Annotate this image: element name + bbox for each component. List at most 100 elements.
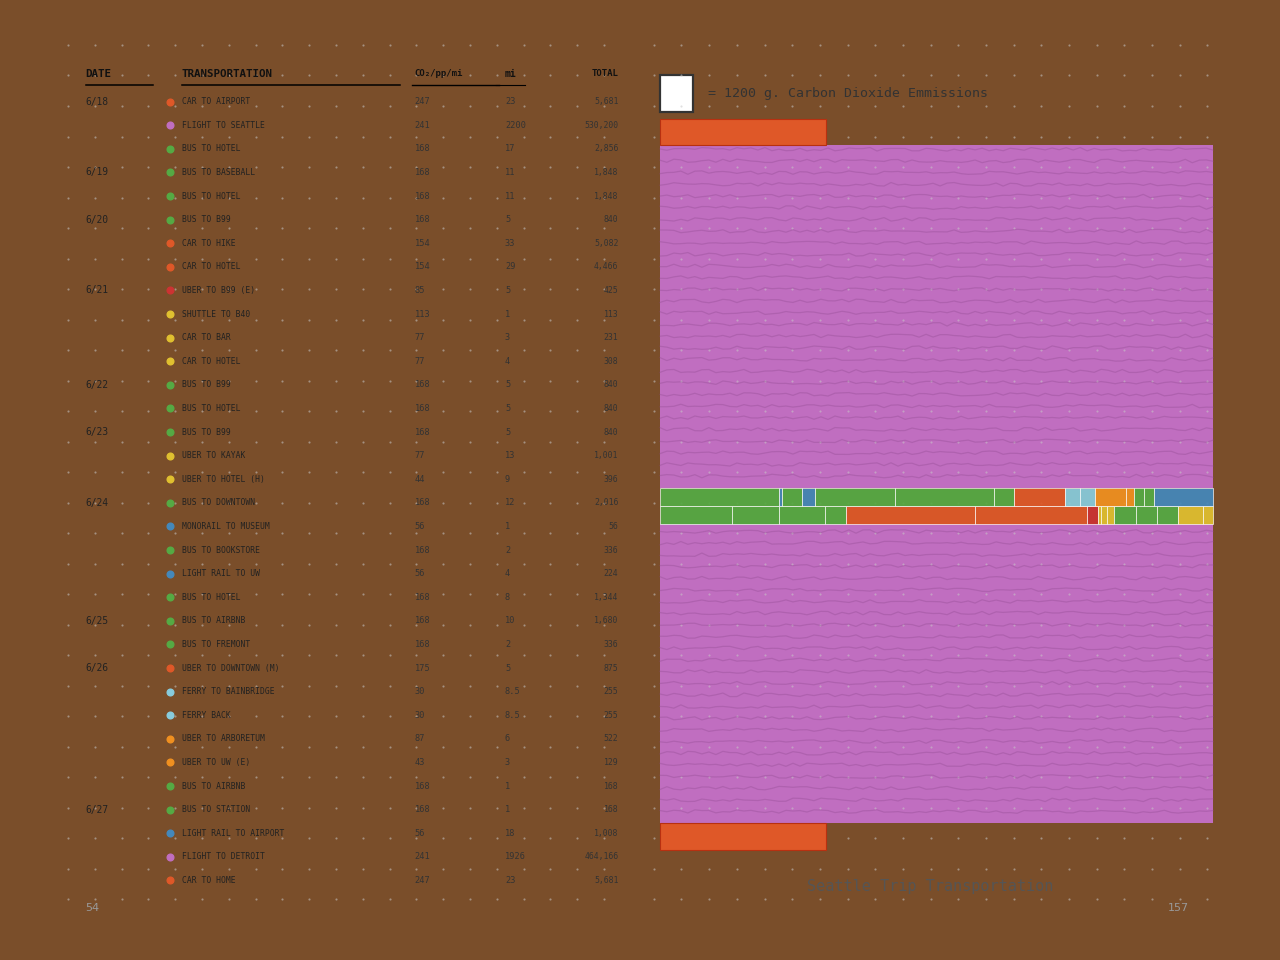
Text: BUS TO HOTEL: BUS TO HOTEL bbox=[182, 592, 241, 602]
Text: 6/23: 6/23 bbox=[86, 427, 109, 437]
Bar bbox=[895, 488, 993, 506]
Text: 840: 840 bbox=[604, 404, 618, 413]
Text: MONORAIL TO MUSEUM: MONORAIL TO MUSEUM bbox=[182, 522, 269, 531]
Bar bbox=[732, 506, 778, 523]
Text: 11: 11 bbox=[504, 168, 516, 177]
Text: 255: 255 bbox=[604, 710, 618, 720]
Bar bbox=[1178, 506, 1203, 523]
Text: 6/21: 6/21 bbox=[86, 285, 109, 296]
Text: TOTAL: TOTAL bbox=[591, 69, 618, 78]
Text: 30: 30 bbox=[415, 710, 425, 720]
Text: BUS TO HOTEL: BUS TO HOTEL bbox=[182, 404, 241, 413]
Bar bbox=[1157, 506, 1178, 523]
Text: 1: 1 bbox=[504, 781, 511, 791]
Text: 77: 77 bbox=[415, 357, 425, 366]
Bar bbox=[1135, 506, 1157, 523]
Bar bbox=[1014, 488, 1065, 506]
Text: 6/25: 6/25 bbox=[86, 616, 109, 626]
Text: 425: 425 bbox=[604, 286, 618, 295]
Text: 87: 87 bbox=[415, 734, 425, 743]
Text: 5: 5 bbox=[504, 286, 511, 295]
Text: 522: 522 bbox=[604, 734, 618, 743]
Text: 3: 3 bbox=[504, 333, 511, 342]
Text: 168: 168 bbox=[415, 215, 430, 224]
Text: 56: 56 bbox=[415, 569, 425, 578]
Bar bbox=[1107, 506, 1115, 523]
Text: 8: 8 bbox=[504, 592, 511, 602]
Text: UBER TO HOTEL (H): UBER TO HOTEL (H) bbox=[182, 475, 265, 484]
Text: CAR TO HOTEL: CAR TO HOTEL bbox=[182, 262, 241, 272]
Text: 168: 168 bbox=[415, 192, 430, 201]
Text: BUS TO BASEBALL: BUS TO BASEBALL bbox=[182, 168, 255, 177]
Text: 56: 56 bbox=[609, 522, 618, 531]
Text: UBER TO KAYAK: UBER TO KAYAK bbox=[182, 451, 244, 460]
Text: UBER TO DOWNTOWN (M): UBER TO DOWNTOWN (M) bbox=[182, 663, 279, 673]
Text: BUS TO STATION: BUS TO STATION bbox=[182, 805, 250, 814]
Text: 4: 4 bbox=[504, 569, 511, 578]
Text: FLIGHT TO SEATTLE: FLIGHT TO SEATTLE bbox=[182, 121, 265, 130]
Text: 231: 231 bbox=[604, 333, 618, 342]
Text: 168: 168 bbox=[604, 781, 618, 791]
Text: 5: 5 bbox=[504, 380, 511, 390]
Text: 56: 56 bbox=[415, 522, 425, 531]
Text: 2,016: 2,016 bbox=[594, 498, 618, 508]
Text: 6/26: 6/26 bbox=[86, 663, 109, 673]
Text: 6/22: 6/22 bbox=[86, 380, 109, 390]
Text: 5,082: 5,082 bbox=[594, 239, 618, 248]
Text: 168: 168 bbox=[415, 168, 430, 177]
Text: 85: 85 bbox=[415, 286, 425, 295]
Text: Seattle Trip Transportation: Seattle Trip Transportation bbox=[808, 878, 1053, 894]
Text: BUS TO DOWNTOWN: BUS TO DOWNTOWN bbox=[182, 498, 255, 508]
Text: 5,681: 5,681 bbox=[594, 97, 618, 107]
Bar bbox=[1087, 506, 1098, 523]
Text: CAR TO BAR: CAR TO BAR bbox=[182, 333, 230, 342]
Text: 77: 77 bbox=[415, 333, 425, 342]
Text: 30: 30 bbox=[415, 687, 425, 696]
Text: 336: 336 bbox=[604, 640, 618, 649]
Text: 5: 5 bbox=[504, 404, 511, 413]
Bar bbox=[660, 523, 1213, 823]
Text: 5: 5 bbox=[504, 427, 511, 437]
Text: 6/24: 6/24 bbox=[86, 498, 109, 508]
Text: 168: 168 bbox=[415, 427, 430, 437]
Text: 336: 336 bbox=[604, 545, 618, 555]
Text: 5: 5 bbox=[504, 215, 511, 224]
Text: CAR TO HIKE: CAR TO HIKE bbox=[182, 239, 236, 248]
Bar bbox=[660, 506, 732, 523]
Bar bbox=[660, 75, 692, 112]
Text: CO₂/pp/mi: CO₂/pp/mi bbox=[415, 69, 463, 78]
Text: CAR TO HOTEL: CAR TO HOTEL bbox=[182, 357, 241, 366]
Text: 5: 5 bbox=[504, 663, 511, 673]
Text: 157: 157 bbox=[1169, 903, 1189, 913]
Bar bbox=[1144, 488, 1153, 506]
Text: 1,344: 1,344 bbox=[594, 592, 618, 602]
Text: 10: 10 bbox=[504, 616, 516, 625]
Text: 8.5: 8.5 bbox=[504, 710, 521, 720]
Text: 168: 168 bbox=[415, 404, 430, 413]
Bar bbox=[974, 506, 1087, 523]
Text: 4: 4 bbox=[504, 357, 511, 366]
Text: 247: 247 bbox=[415, 876, 430, 885]
Text: 12: 12 bbox=[504, 498, 516, 508]
Text: BUS TO HOTEL: BUS TO HOTEL bbox=[182, 144, 241, 154]
Text: 1926: 1926 bbox=[504, 852, 526, 861]
Bar bbox=[1101, 506, 1107, 523]
Text: 168: 168 bbox=[415, 592, 430, 602]
Text: BUS TO AIRBNB: BUS TO AIRBNB bbox=[182, 616, 244, 625]
Text: 168: 168 bbox=[415, 616, 430, 625]
Text: 2: 2 bbox=[504, 545, 511, 555]
Text: SHUTTLE TO B40: SHUTTLE TO B40 bbox=[182, 309, 250, 319]
Text: 168: 168 bbox=[415, 805, 430, 814]
Bar bbox=[1065, 488, 1080, 506]
Text: UBER TO B99 (E): UBER TO B99 (E) bbox=[182, 286, 255, 295]
Text: 6: 6 bbox=[504, 734, 511, 743]
Text: CAR TO AIRPORT: CAR TO AIRPORT bbox=[182, 97, 250, 107]
Text: 6/20: 6/20 bbox=[86, 215, 109, 225]
Text: 168: 168 bbox=[415, 545, 430, 555]
Text: 77: 77 bbox=[415, 451, 425, 460]
Text: 168: 168 bbox=[415, 640, 430, 649]
Text: LIGHT RAIL TO UW: LIGHT RAIL TO UW bbox=[182, 569, 260, 578]
Text: 18: 18 bbox=[504, 828, 516, 838]
Text: 13: 13 bbox=[504, 451, 516, 460]
Text: = 1200 g. Carbon Dioxide Emmissions: = 1200 g. Carbon Dioxide Emmissions bbox=[708, 87, 988, 100]
